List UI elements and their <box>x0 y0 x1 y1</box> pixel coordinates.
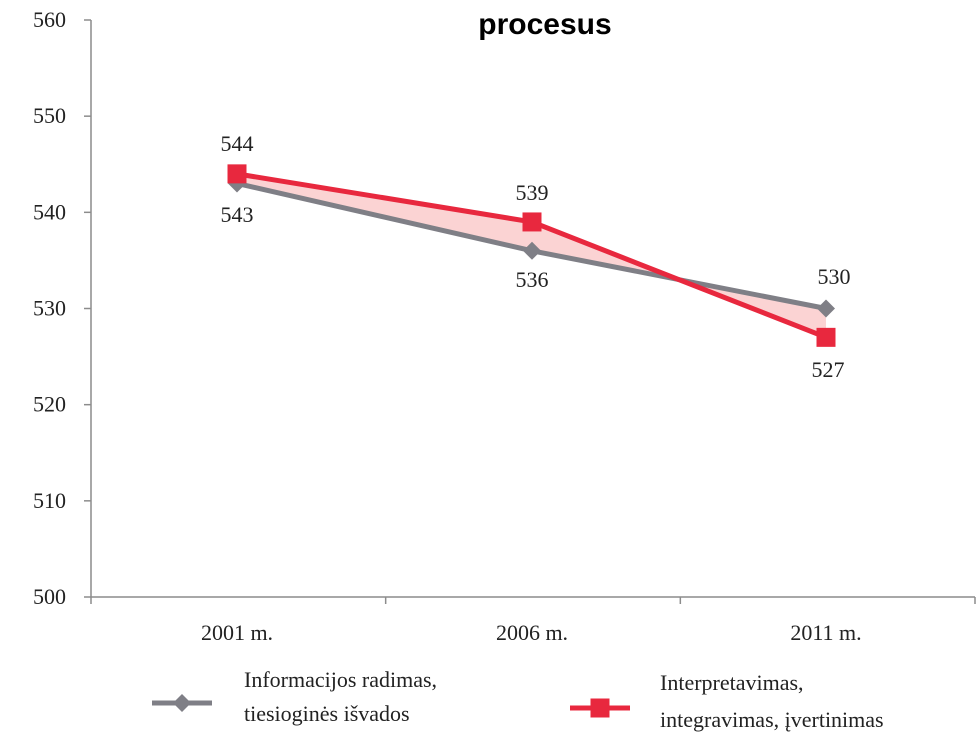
data-label: 543 <box>221 202 254 227</box>
y-tick-label: 560 <box>33 7 66 32</box>
y-tick-label: 530 <box>33 296 66 321</box>
y-tick-label: 550 <box>33 103 66 128</box>
x-tick-label: 2011 m. <box>790 620 861 645</box>
series-marker-diamond <box>523 241 541 260</box>
chart-title: procesus <box>478 8 611 41</box>
y-tick-label: 510 <box>33 488 66 513</box>
data-label: 536 <box>516 267 549 292</box>
series-group <box>227 164 836 347</box>
legend-label: tiesioginės išvados <box>244 701 410 726</box>
data-label: 530 <box>818 264 851 289</box>
data-labels-group: 543 536 530 544 539 527 <box>221 131 851 382</box>
legend-item-1: Informacijos radimas, tiesioginės išvados <box>152 667 437 726</box>
series-marker-diamond <box>817 299 835 318</box>
y-tick-label: 520 <box>33 392 66 417</box>
x-tick-label: 2006 m. <box>496 620 568 645</box>
y-tick-label: 500 <box>33 584 66 609</box>
legend-label: integravimas, įvertinimas <box>660 707 884 732</box>
legend-item-2: Interpretavimas, integravimas, įvertinima… <box>570 670 884 732</box>
series-marker-square <box>522 212 542 232</box>
axes-group: 500 510 520 530 540 550 560 2001 m. 2006 m. 2011 … <box>33 7 976 645</box>
series-marker-square <box>590 698 610 718</box>
data-label: 527 <box>812 357 845 382</box>
legend-label: Interpretavimas, <box>660 670 804 695</box>
series-marker-diamond <box>173 694 191 712</box>
data-label: 544 <box>221 131 254 156</box>
y-tick-label: 540 <box>33 199 66 224</box>
series-marker-square <box>227 164 247 184</box>
legend-label: Informacijos radimas, <box>244 667 437 692</box>
series-marker-square <box>816 327 836 347</box>
x-tick-label: 2001 m. <box>201 620 273 645</box>
data-label: 539 <box>516 180 549 205</box>
legend: Informacijos radimas, tiesioginės išvados… <box>152 667 884 732</box>
